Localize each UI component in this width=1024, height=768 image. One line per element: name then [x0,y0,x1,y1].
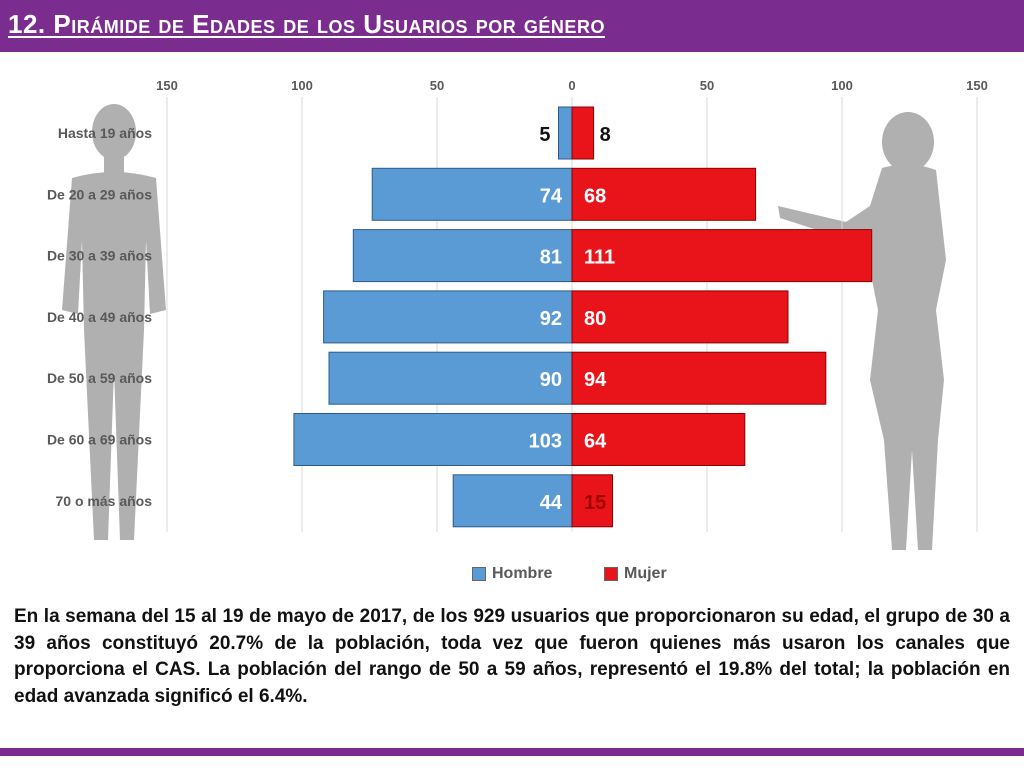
x-tick-label: 150 [966,78,988,93]
male-silhouette-icon [62,104,166,540]
category-label: 70 o más años [56,493,153,509]
legend-hombre-swatch [472,567,486,581]
data-label-mujer: 80 [584,308,606,330]
legend-mujer-label: Mujer [624,565,667,582]
category-label: De 60 a 69 años [47,432,152,448]
bar-mujer [571,290,789,344]
category-label: De 50 a 59 años [47,370,152,386]
summary-paragraph: En la semana del 15 al 19 de mayo de 201… [14,606,1010,707]
data-label-hombre: 5 [539,124,550,146]
data-label-mujer: 94 [584,369,607,391]
population-pyramid-chart: 150 100 50 0 50 100 150 Hasta 19 años 5 8 De 20 a … [47,78,988,532]
x-tick-label: 50 [700,78,714,93]
data-label-hombre: 44 [540,492,563,514]
bar-mujer [571,413,746,466]
data-label-mujer: 8 [600,124,611,146]
bar-mujer [571,167,757,221]
bar-hombre [323,290,573,344]
bar-mujer [571,106,595,160]
bar-mujer [571,229,873,283]
bottom-bar [0,748,1024,756]
data-label-hombre: 92 [540,308,562,330]
data-label-mujer: 64 [584,431,607,453]
data-label-mujer: 68 [584,185,606,207]
x-tick-label: 100 [831,78,853,93]
category-label: De 20 a 29 años [47,186,152,202]
legend-hombre-label: Hombre [492,565,553,582]
bar-hombre [293,413,573,466]
female-silhouette-icon [778,112,946,550]
x-tick-label: 50 [430,78,444,93]
page-title: 12. Pirámide de Edades de los Usuarios p… [8,9,605,39]
legend-mujer: Mujer [604,565,667,583]
bar-hombre [328,351,573,405]
bar-hombre [352,229,573,283]
data-label-mujer: 111 [584,247,615,269]
bar-hombre [452,474,573,528]
bar-hombre [371,167,573,221]
category-label: De 30 a 39 años [47,248,152,264]
x-tick-label: 100 [291,78,313,93]
data-label-hombre: 81 [540,247,562,269]
data-label-mujer: 15 [584,492,606,514]
bar-hombre [558,106,573,160]
data-label-hombre: 103 [529,431,562,453]
x-tick-label: 150 [156,78,178,93]
title-bar: 12. Pirámide de Edades de los Usuarios p… [0,0,1024,52]
bar-mujer [571,474,613,528]
x-tick-label: 0 [568,78,575,93]
legend-mujer-swatch [604,567,618,581]
bar-mujer [571,351,827,405]
legend-hombre: Hombre [472,565,552,583]
category-label: Hasta 19 años [58,125,152,141]
data-label-hombre: 90 [540,369,562,391]
data-label-hombre: 74 [540,185,563,207]
category-label: De 40 a 49 años [47,309,152,325]
